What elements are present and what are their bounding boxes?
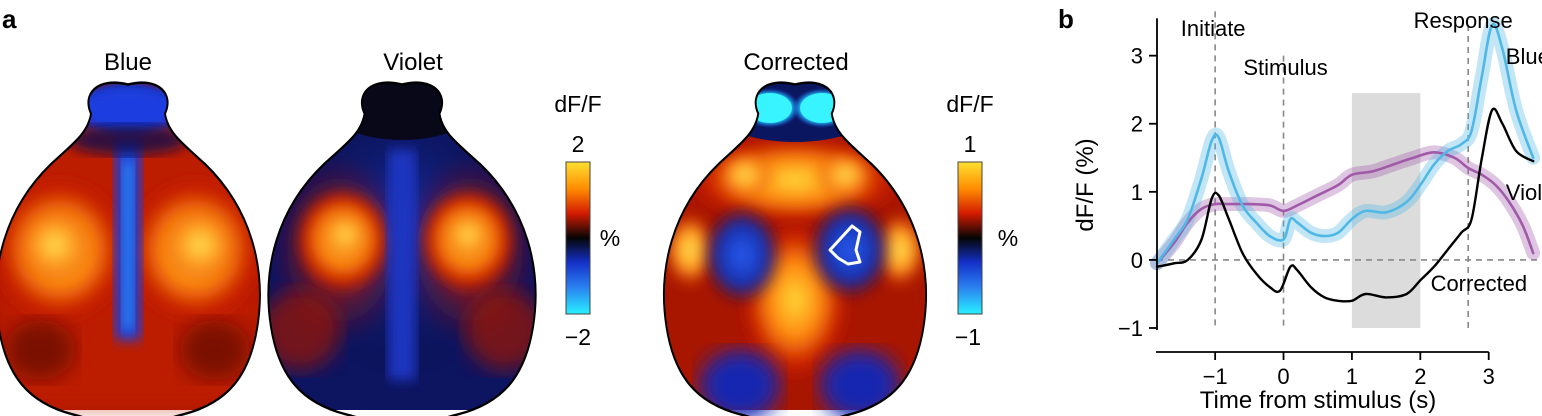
colorbar-2-unit: % [998,225,1018,251]
colorbar-2-max: 1 [964,131,977,157]
colorbar-1-max: 2 [572,131,585,157]
series-line-blue [1155,22,1535,265]
x-tick-label--1: −1 [1203,364,1228,389]
roi-outline [828,224,862,266]
map-title-corrected: Corrected [743,49,848,76]
series-label-violet: Violet [1506,180,1542,205]
event-label-initiate: Initiate [1181,16,1246,41]
brain-map-violet [267,81,537,416]
x-axis-label: Time from stimulus (s) [1200,387,1436,414]
panel-letter-b: b [1058,4,1074,34]
x-tick-label-0: 0 [1277,364,1289,389]
y-tick-label-1: 1 [1131,180,1143,205]
map-title-violet: Violet [383,49,443,76]
brain-map-blue [0,81,261,416]
map-title-blue: Blue [104,49,152,76]
line-chart: −1 0 1 2 3 −1 0 1 2 3 Initiate Stimulus Response Blu… [1072,8,1542,414]
colorbar-2-title: dF/F [946,91,993,117]
y-axis-label: dF/F (%) [1072,138,1099,231]
event-label-stimulus: Stimulus [1243,55,1327,80]
y-tick-label--1: −1 [1118,316,1143,341]
colorbar-1-bar [565,161,591,315]
colorbar-2-bar [957,161,983,315]
colorbar-2-min: −1 [955,324,981,350]
x-tick-label-2: 2 [1414,364,1426,389]
y-tick-label-0: 0 [1131,248,1143,273]
series-band-violet [1150,145,1541,271]
event-label-response: Response [1414,8,1513,33]
series-line-violet [1155,151,1535,265]
colorbar-1-unit: % [600,225,620,251]
x-tick-label-3: 3 [1483,364,1495,389]
series-label-blue: Blue [1506,44,1542,69]
colorbar-1-title: dF/F [554,91,601,117]
brain-map-corrected [663,81,927,416]
panel-letter-a: a [2,4,17,34]
x-tick-label-1: 1 [1346,364,1358,389]
colorbar-2: dF/F 1 % −1 [946,91,1018,350]
y-tick-label-3: 3 [1131,44,1143,69]
colorbar-1: dF/F 2 % −2 [554,91,620,350]
y-tick-label-2: 2 [1131,112,1143,137]
series-line-corrected [1155,107,1535,303]
colorbar-1-min: −2 [565,324,591,350]
series-label-corrected: Corrected [1431,271,1528,296]
